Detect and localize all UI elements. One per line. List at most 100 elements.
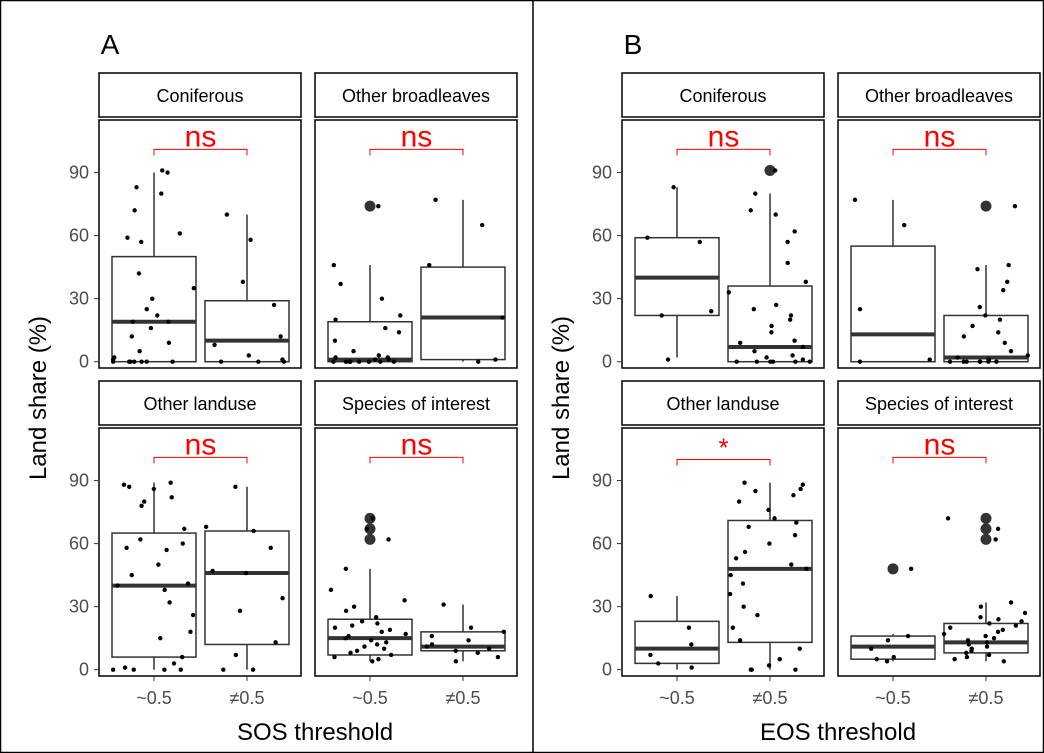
data-point <box>346 633 351 639</box>
data-point <box>338 281 343 287</box>
data-point <box>777 656 782 662</box>
y-tick-label: 90 <box>592 163 612 183</box>
data-point <box>1006 262 1011 268</box>
y-tick-label: 0 <box>602 660 612 680</box>
data-point <box>134 185 139 190</box>
data-point <box>166 319 171 324</box>
data-point <box>991 635 997 641</box>
data-point <box>792 229 797 234</box>
data-point <box>129 572 134 578</box>
data-point <box>671 185 676 190</box>
data-point <box>793 359 798 364</box>
data-point <box>984 640 990 645</box>
x-tick-label: ~0.5 <box>875 688 911 708</box>
data-point <box>188 629 193 635</box>
data-point <box>158 635 163 641</box>
data-point <box>1022 610 1028 616</box>
data-point <box>366 359 372 364</box>
data-point <box>792 532 798 538</box>
data-point <box>182 526 187 532</box>
y-tick-label: 0 <box>79 660 89 680</box>
data-point <box>978 614 983 620</box>
data-point <box>941 631 947 637</box>
data-point <box>659 313 664 318</box>
x-tick-label: ≠0.5 <box>753 688 788 708</box>
y-tick-label: 90 <box>69 163 89 183</box>
data-point <box>126 359 132 364</box>
data-point <box>468 625 474 630</box>
data-point <box>391 359 397 364</box>
data-point <box>370 516 375 521</box>
data-point <box>800 344 806 350</box>
y-axis-label: Land share (%) <box>25 316 52 480</box>
data-point <box>280 596 285 601</box>
data-point <box>402 598 407 603</box>
data-point <box>125 235 130 240</box>
data-point <box>978 604 984 609</box>
box-not-equal <box>941 512 1029 664</box>
data-point <box>178 667 183 672</box>
data-point <box>1008 348 1014 354</box>
data-point <box>965 638 971 643</box>
data-point <box>766 663 772 668</box>
data-point <box>885 638 891 643</box>
data-point <box>124 545 129 550</box>
data-point <box>1019 619 1024 624</box>
data-point <box>804 566 809 572</box>
panel-letter: B <box>624 29 643 60</box>
data-point <box>156 562 161 567</box>
significance-bracket <box>153 456 248 464</box>
panel-B: B Land share (%) EOS threshold Coniferous 0 3… <box>548 29 1041 746</box>
data-point <box>332 338 338 343</box>
data-point <box>709 309 714 314</box>
y-tick-label: 60 <box>69 226 89 246</box>
data-point <box>983 633 988 639</box>
data-point <box>857 306 863 312</box>
data-point <box>1005 279 1010 285</box>
data-point <box>378 359 383 364</box>
data-point <box>495 654 501 660</box>
data-point <box>733 556 739 561</box>
data-point <box>807 359 812 364</box>
data-point <box>945 516 951 521</box>
data-point <box>148 325 154 331</box>
data-point <box>686 625 692 630</box>
facet-species-of-interest: Species of interest ~0.5 ≠0.5 ns <box>837 380 1041 708</box>
data-point <box>375 621 380 626</box>
data-point <box>772 168 778 173</box>
data-point <box>905 633 911 639</box>
y-tick-label: 60 <box>592 534 612 554</box>
data-point <box>441 602 446 607</box>
data-point <box>977 359 983 364</box>
box-approx <box>327 200 413 364</box>
data-point <box>884 659 890 664</box>
facet-title: Species of interest <box>342 394 490 414</box>
outlier-point <box>764 164 776 176</box>
data-point <box>874 656 879 662</box>
data-point <box>798 486 803 492</box>
data-point <box>769 323 774 329</box>
data-point <box>155 313 160 318</box>
data-point <box>961 359 966 364</box>
outlier-point <box>364 533 376 545</box>
data-point <box>370 659 375 664</box>
box-iqr <box>634 620 720 665</box>
data-point <box>689 665 694 670</box>
facet-strip <box>837 380 1041 426</box>
data-point <box>996 330 1001 335</box>
data-point <box>501 629 507 635</box>
data-point <box>343 608 349 614</box>
data-point <box>1008 600 1014 605</box>
facet-other-broadleaves: Other broadleaves ns <box>314 72 518 369</box>
data-point <box>975 267 980 272</box>
data-point <box>127 484 132 490</box>
data-point <box>165 170 170 175</box>
data-point <box>645 235 650 240</box>
data-point <box>271 302 277 308</box>
data-point <box>908 566 914 572</box>
facet-title: Other landuse <box>666 394 779 414</box>
significance-label: ns <box>401 428 433 461</box>
y-tick-label: 30 <box>69 289 89 309</box>
box-iqr <box>204 530 290 646</box>
